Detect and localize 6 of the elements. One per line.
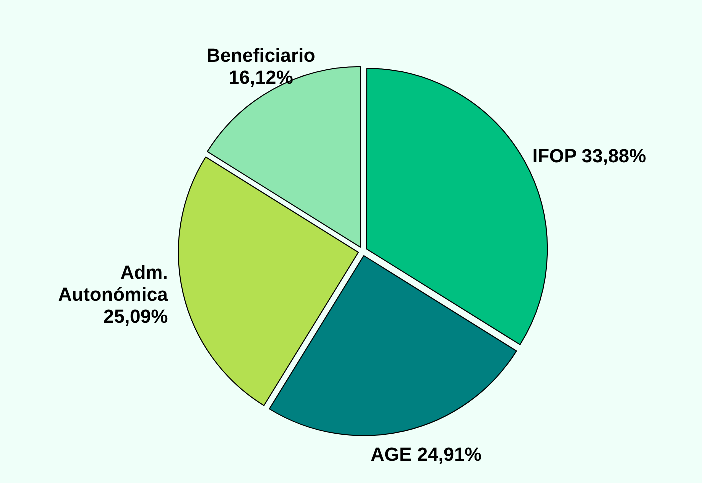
slice-label: Adm. Autonómica xyxy=(58,263,169,306)
slice-label: AGE 24,91% xyxy=(370,445,482,466)
slice-label: Beneficiario xyxy=(206,46,316,68)
data-label: 25,09% xyxy=(104,307,168,328)
slice-label: IFOP 33,88% xyxy=(532,146,646,168)
data-label: 16,12% xyxy=(228,68,294,90)
